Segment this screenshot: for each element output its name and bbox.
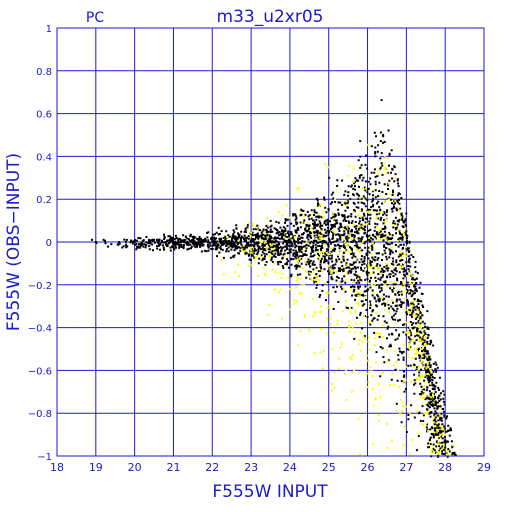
x-tick-label: 20 (128, 461, 142, 474)
x-tick-label: 29 (477, 461, 491, 474)
data-point (172, 241, 175, 243)
data-point (378, 155, 381, 158)
data-point (265, 234, 268, 237)
data-point (273, 245, 276, 248)
data-point (339, 187, 342, 190)
y-axis-label: F555W (OBS−INPUT) (4, 153, 24, 331)
data-point (296, 228, 299, 231)
data-point (362, 198, 365, 201)
data-point (432, 401, 435, 404)
x-tick-label: 26 (361, 461, 375, 474)
data-point (250, 241, 253, 243)
y-tick-label: −0.4 (28, 324, 52, 335)
plot-frame (56, 27, 485, 457)
data-point (444, 433, 447, 436)
axis-ticks: 18 19 20 21 22 23 24 25 26 27 28 29 −1 −0.8 −0.6 −0.4 −0… (28, 24, 491, 474)
data-point (133, 241, 136, 243)
y-tick-label: 0.2 (36, 195, 52, 206)
data-point (409, 326, 412, 329)
data-point (94, 241, 97, 243)
data-point (370, 369, 373, 372)
data-point (331, 348, 334, 350)
data-point (141, 243, 144, 246)
data-point (312, 219, 315, 222)
data-point (184, 238, 187, 241)
data-point (207, 241, 210, 243)
data-point (327, 208, 330, 211)
y-tick-label: 0 (46, 238, 52, 249)
x-tick-label: 23 (244, 461, 258, 474)
y-tick-label: 0.4 (36, 152, 52, 163)
data-point (397, 358, 400, 361)
x-tick-label: 22 (205, 461, 219, 474)
data-point (230, 243, 233, 246)
data-point (385, 337, 388, 340)
data-point (219, 238, 222, 241)
data-point (250, 251, 253, 254)
data-point (153, 238, 156, 241)
data-point (300, 283, 303, 286)
data-point (358, 176, 361, 179)
data-point (451, 444, 454, 447)
data-point (288, 249, 291, 252)
x-tick-label: 21 (166, 461, 180, 474)
x-tick-label: 28 (438, 461, 452, 474)
data-point (222, 273, 225, 276)
x-axis-label: F555W INPUT (212, 482, 328, 502)
data-points (90, 134, 454, 449)
data-point (366, 315, 369, 318)
data-point (393, 166, 396, 169)
y-tick-label: 0.6 (36, 110, 52, 121)
data-point (118, 241, 121, 243)
data-point (401, 401, 404, 404)
data-point (304, 253, 307, 256)
data-point (413, 373, 416, 376)
x-tick-label: 25 (322, 461, 336, 474)
data-point (351, 390, 354, 393)
data-point (257, 247, 260, 250)
y-tick-label: 1 (46, 24, 52, 35)
data-point (420, 348, 423, 350)
y-tick-label: −0.2 (28, 281, 52, 292)
data-point (405, 230, 408, 233)
y-tick-label: 0.8 (36, 67, 52, 78)
x-tick-label: 24 (283, 461, 297, 474)
data-point (319, 305, 322, 308)
data-point (125, 238, 128, 241)
data-point (273, 262, 276, 265)
x-tick-label: 19 (89, 461, 103, 474)
y-tick-label: −0.8 (28, 409, 52, 420)
data-point (335, 279, 338, 282)
y-tick-label: −1 (37, 452, 52, 463)
data-point (281, 230, 284, 233)
data-point (444, 446, 447, 449)
data-point (110, 243, 113, 246)
data-point (385, 422, 388, 425)
data-point (102, 238, 105, 241)
data-point (393, 176, 396, 179)
chart-title: m33_u2xr05 (217, 7, 324, 27)
data-point (164, 241, 167, 243)
x-tick-label: 27 (399, 461, 413, 474)
data-point (195, 243, 198, 246)
y-tick-label: −0.6 (28, 366, 52, 377)
data-point (90, 238, 93, 241)
data-point (436, 433, 439, 436)
data-point (420, 390, 423, 393)
data-point (382, 134, 385, 136)
data-point (374, 155, 377, 158)
data-point (428, 412, 431, 415)
data-point (351, 294, 354, 297)
data-point (242, 236, 245, 239)
chart-subtitle: PC (86, 10, 104, 26)
data-point (343, 193, 346, 196)
data-point (319, 266, 322, 269)
x-tick-label: 18 (50, 461, 64, 474)
